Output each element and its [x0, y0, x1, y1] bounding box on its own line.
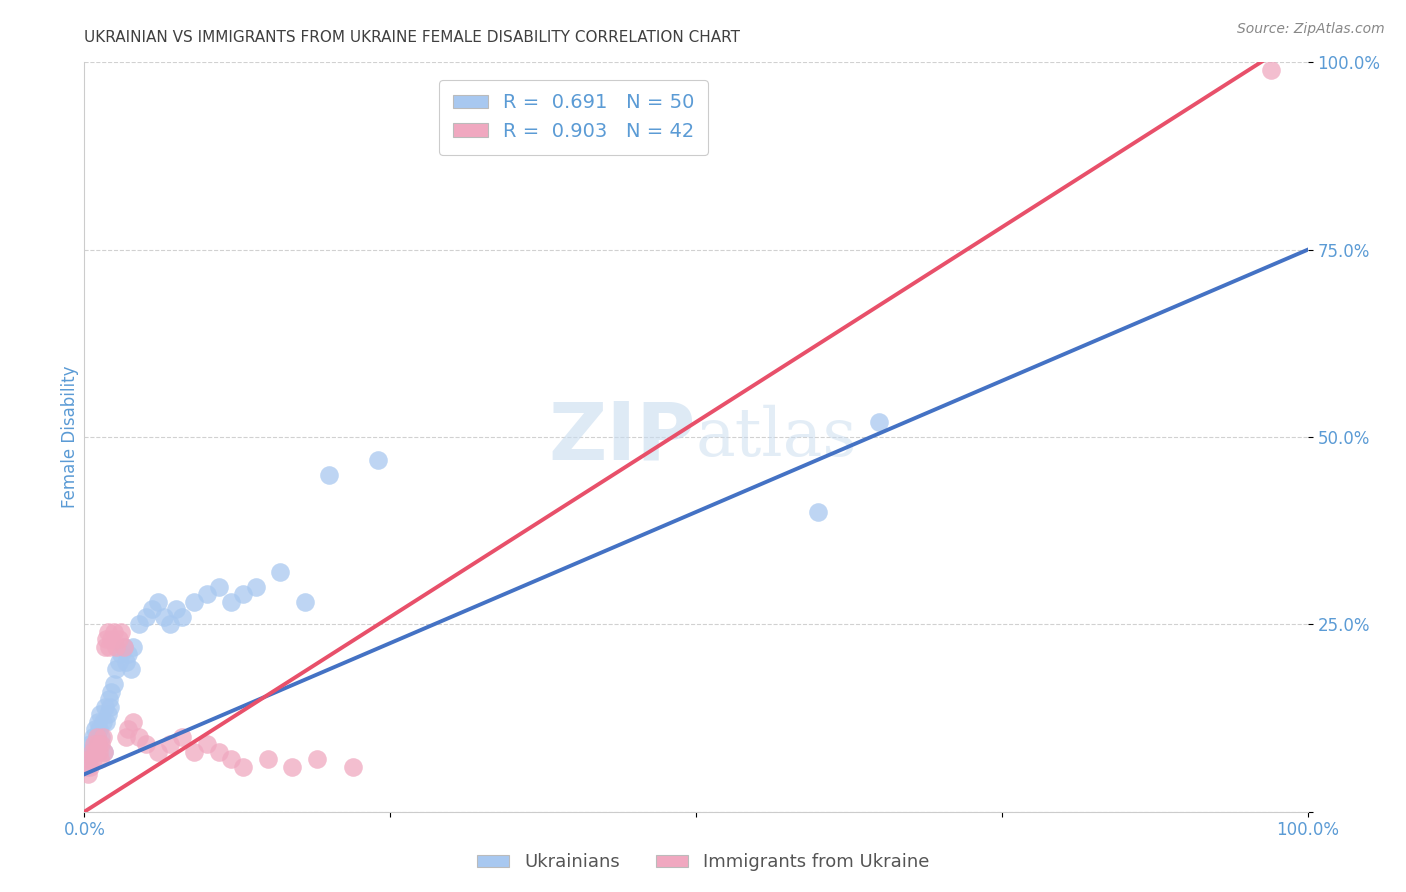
Point — [98, 699, 121, 714]
Point — [100, 632, 122, 647]
Point — [87, 723, 110, 737]
Point — [120, 662, 142, 676]
Point — [807, 505, 830, 519]
Point — [122, 714, 145, 729]
Point — [281, 760, 304, 774]
Point — [94, 640, 117, 654]
Point — [245, 580, 267, 594]
Point — [165, 602, 187, 616]
Point — [232, 587, 254, 601]
Point — [91, 714, 114, 729]
Legend: R =  0.691   N = 50, R =  0.903   N = 42: R = 0.691 N = 50, R = 0.903 N = 42 — [439, 79, 709, 154]
Point — [77, 752, 100, 766]
Point — [305, 752, 328, 766]
Point — [112, 640, 135, 654]
Text: ZIP: ZIP — [548, 398, 696, 476]
Point — [219, 752, 242, 766]
Point — [232, 760, 254, 774]
Y-axis label: Female Disability: Female Disability — [62, 366, 80, 508]
Point — [1260, 62, 1282, 77]
Point — [141, 602, 163, 616]
Point — [103, 624, 125, 639]
Point — [80, 745, 103, 759]
Point — [89, 752, 111, 766]
Point — [135, 610, 157, 624]
Point — [115, 730, 138, 744]
Point — [82, 752, 104, 766]
Point — [208, 745, 231, 759]
Point — [76, 760, 98, 774]
Point — [115, 655, 138, 669]
Point — [100, 685, 122, 699]
Point — [117, 723, 139, 737]
Point — [97, 692, 120, 706]
Point — [107, 655, 129, 669]
Point — [172, 730, 194, 744]
Point — [146, 745, 169, 759]
Point — [77, 767, 100, 781]
Point — [93, 745, 115, 759]
Point — [84, 745, 107, 759]
Point — [159, 737, 181, 751]
Point — [87, 745, 110, 759]
Point — [103, 677, 125, 691]
Point — [135, 737, 157, 751]
Point — [90, 730, 112, 744]
Point — [107, 632, 129, 647]
Point — [79, 737, 101, 751]
Point — [117, 648, 139, 662]
Point — [77, 745, 100, 759]
Point — [79, 760, 101, 774]
Point — [82, 730, 104, 744]
Text: UKRAINIAN VS IMMIGRANTS FROM UKRAINE FEMALE DISABILITY CORRELATION CHART: UKRAINIAN VS IMMIGRANTS FROM UKRAINE FEM… — [84, 29, 741, 45]
Point — [257, 752, 280, 766]
Point — [195, 737, 218, 751]
Point — [80, 745, 103, 759]
Point — [183, 745, 205, 759]
Point — [128, 730, 150, 744]
Point — [94, 699, 117, 714]
Text: Source: ZipAtlas.com: Source: ZipAtlas.com — [1237, 22, 1385, 37]
Point — [122, 640, 145, 654]
Point — [342, 760, 364, 774]
Point — [153, 610, 176, 624]
Point — [219, 595, 242, 609]
Point — [86, 730, 108, 744]
Point — [97, 624, 120, 639]
Point — [96, 714, 118, 729]
Point — [89, 707, 111, 722]
Point — [195, 587, 218, 601]
Point — [96, 632, 118, 647]
Point — [77, 752, 100, 766]
Legend: Ukrainians, Immigrants from Ukraine: Ukrainians, Immigrants from Ukraine — [470, 847, 936, 879]
Point — [110, 624, 132, 639]
Point — [128, 617, 150, 632]
Point — [97, 640, 120, 654]
Point — [83, 737, 105, 751]
Point — [110, 648, 132, 662]
Point — [869, 415, 891, 429]
Point — [93, 745, 115, 759]
Point — [269, 565, 291, 579]
Point — [367, 452, 389, 467]
Point — [84, 723, 107, 737]
Point — [112, 640, 135, 654]
Point — [83, 737, 105, 751]
Point — [86, 730, 108, 744]
Point — [105, 662, 128, 676]
Point — [105, 640, 128, 654]
Text: atlas: atlas — [696, 404, 858, 470]
Point — [159, 617, 181, 632]
Point — [97, 707, 120, 722]
Point — [87, 714, 110, 729]
Point — [172, 610, 194, 624]
Point — [90, 737, 112, 751]
Point — [183, 595, 205, 609]
Point — [208, 580, 231, 594]
Point — [318, 467, 340, 482]
Point — [87, 737, 110, 751]
Point — [294, 595, 316, 609]
Point — [146, 595, 169, 609]
Point — [91, 730, 114, 744]
